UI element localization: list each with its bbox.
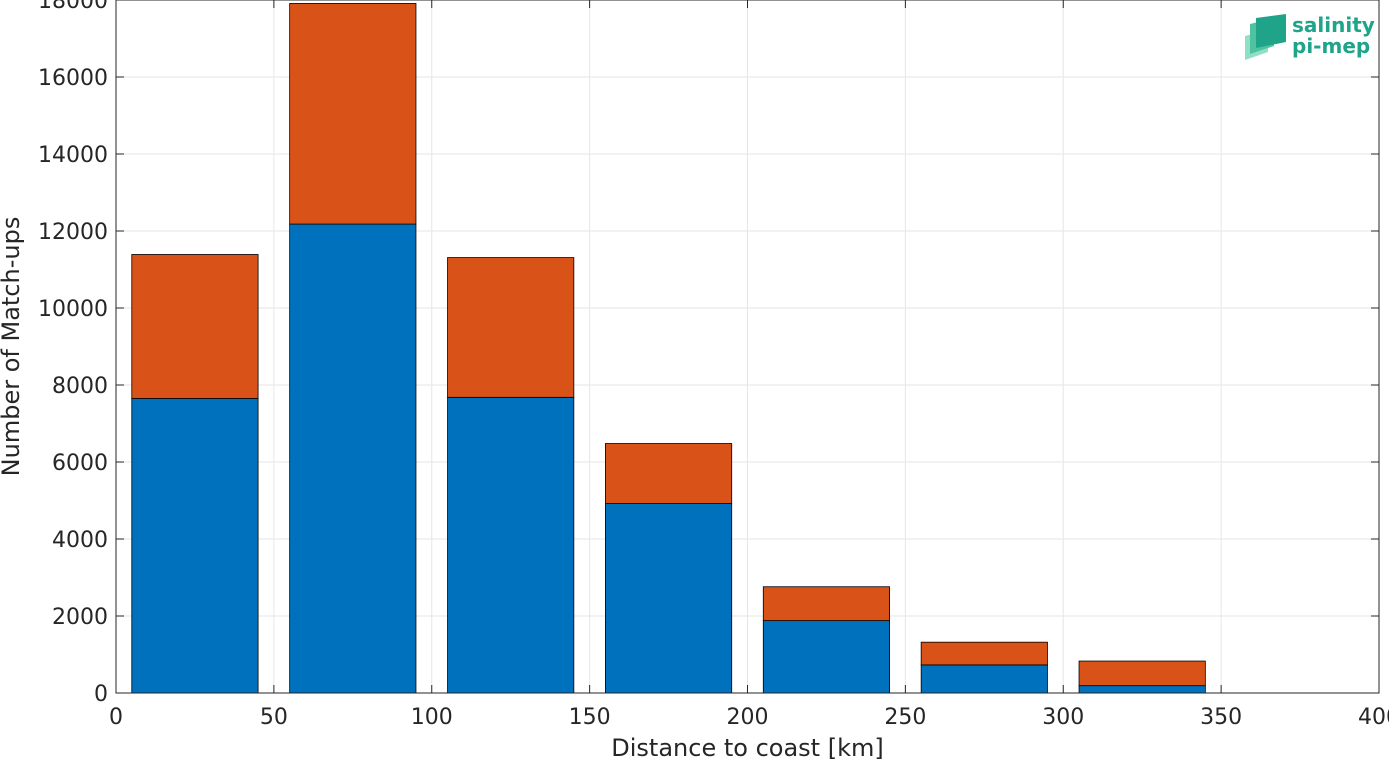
- y-tick-label: 2000: [52, 605, 108, 630]
- bar-segment-series2: [447, 257, 575, 398]
- y-tick-label: 0: [94, 682, 108, 707]
- y-tick-label: 16000: [38, 66, 108, 91]
- x-tick-label: 300: [1042, 705, 1084, 730]
- x-axis-ticks: 0 50 100 150 200 250 300 350 400: [109, 0, 1389, 730]
- bar-segment-series2: [289, 3, 417, 225]
- x-tick-label: 250: [884, 705, 926, 730]
- x-tick-label: 150: [569, 705, 611, 730]
- salinity-pi-mep-logo: salinity pi-mep: [1245, 13, 1375, 60]
- logo-line-1: salinity: [1292, 13, 1375, 37]
- bar-segment-series1: [605, 503, 733, 694]
- y-tick-label: 12000: [38, 220, 108, 245]
- y-tick-label: 14000: [38, 143, 108, 168]
- y-tick-label: 6000: [52, 451, 108, 476]
- y-axis-label: Number of Match-ups: [0, 217, 25, 477]
- bar-segment-series1: [289, 223, 417, 694]
- y-tick-label: 18000: [38, 0, 108, 14]
- bar-segment-series2: [920, 641, 1048, 666]
- bars-group: [131, 3, 1206, 694]
- bar-segment-series2: [1078, 660, 1206, 687]
- x-tick-label: 0: [109, 705, 123, 730]
- y-axis-ticks: 0 2000 4000 6000 8000 10000 12000 14000 16000 180…: [38, 0, 1379, 707]
- layered-waves-icon: [1245, 14, 1286, 60]
- bar-segment-series1: [131, 398, 259, 694]
- bar-segment-series2: [131, 254, 259, 399]
- x-tick-label: 400: [1358, 705, 1389, 730]
- y-tick-label: 4000: [52, 528, 108, 553]
- x-tick-label: 50: [260, 705, 288, 730]
- bar-segment-series2: [605, 443, 733, 504]
- bar-segment-series2: [762, 586, 890, 622]
- y-tick-label: 10000: [38, 297, 108, 322]
- x-axis-label: Distance to coast [km]: [611, 734, 883, 761]
- x-tick-label: 350: [1200, 705, 1242, 730]
- logo-line-2: pi-mep: [1292, 34, 1370, 58]
- bar-segment-series1: [762, 620, 890, 694]
- x-tick-label: 100: [411, 705, 453, 730]
- x-tick-label: 200: [727, 705, 769, 730]
- bar-segment-series1: [447, 396, 575, 694]
- y-tick-label: 8000: [52, 374, 108, 399]
- bar-segment-series1: [920, 664, 1048, 694]
- bar-segment-series1: [1078, 685, 1206, 694]
